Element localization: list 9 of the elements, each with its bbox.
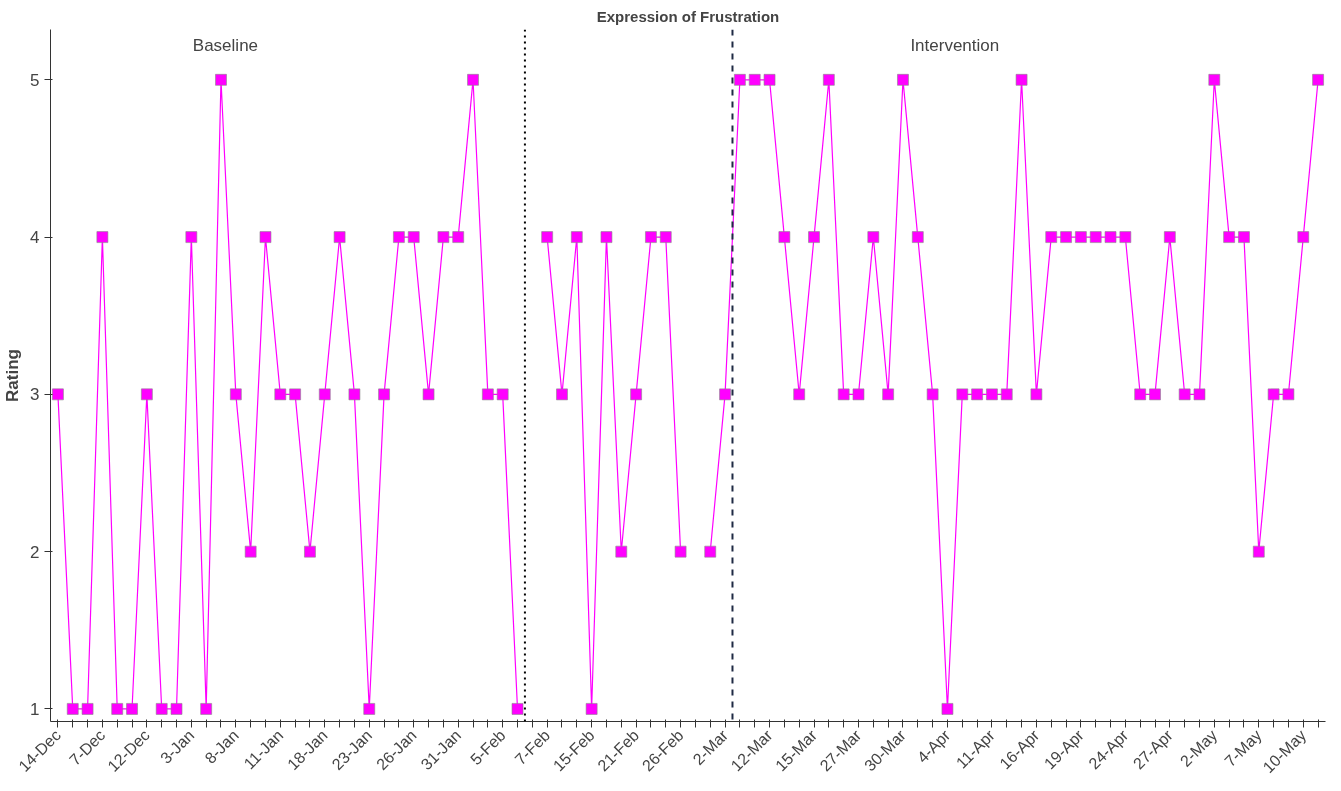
- annotation: Intervention: [910, 36, 1000, 55]
- y-tick-label: 2: [30, 542, 40, 562]
- y-axis-title: Rating: [3, 349, 23, 402]
- y-tick-label: 1: [30, 699, 40, 719]
- annotation: Baseline: [192, 36, 259, 55]
- chart-title: Expression of Frustration: [596, 7, 780, 25]
- y-tick-label: 3: [30, 385, 40, 405]
- y-tick-label: 5: [30, 70, 40, 90]
- y-tick-label: 4: [30, 228, 40, 248]
